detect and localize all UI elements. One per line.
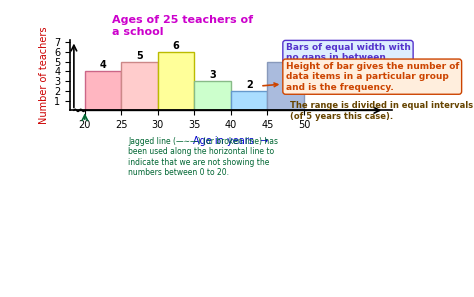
Bar <box>231 91 267 110</box>
Y-axis label: Number of teachers: Number of teachers <box>39 26 49 124</box>
Bar <box>194 81 231 110</box>
Bar <box>85 71 121 110</box>
Text: 4: 4 <box>100 60 107 70</box>
Bar <box>267 61 304 110</box>
Text: 3: 3 <box>210 70 216 80</box>
X-axis label: Age in years  →: Age in years → <box>193 136 269 146</box>
Text: Bars of equal width with
no gaps in between.: Bars of equal width with no gaps in betw… <box>285 43 410 62</box>
Text: 5: 5 <box>283 50 289 61</box>
Bar <box>121 61 158 110</box>
Text: Jagged line (—∼—) (or broken line) has
been used along the horizontal line to
in: Jagged line (—∼—) (or broken line) has b… <box>128 137 278 177</box>
Text: 2: 2 <box>246 80 253 90</box>
Bar <box>158 52 194 110</box>
Text: The range is divided in equal intervals
(of 5 years this case).: The range is divided in equal intervals … <box>291 101 474 121</box>
Text: Height of bar gives the number of
data items in a particular group
and is the fr: Height of bar gives the number of data i… <box>263 62 459 91</box>
Text: 5: 5 <box>136 50 143 61</box>
Text: 6: 6 <box>173 41 180 51</box>
Text: Ages of 25 teachers of
a school: Ages of 25 teachers of a school <box>112 15 253 37</box>
